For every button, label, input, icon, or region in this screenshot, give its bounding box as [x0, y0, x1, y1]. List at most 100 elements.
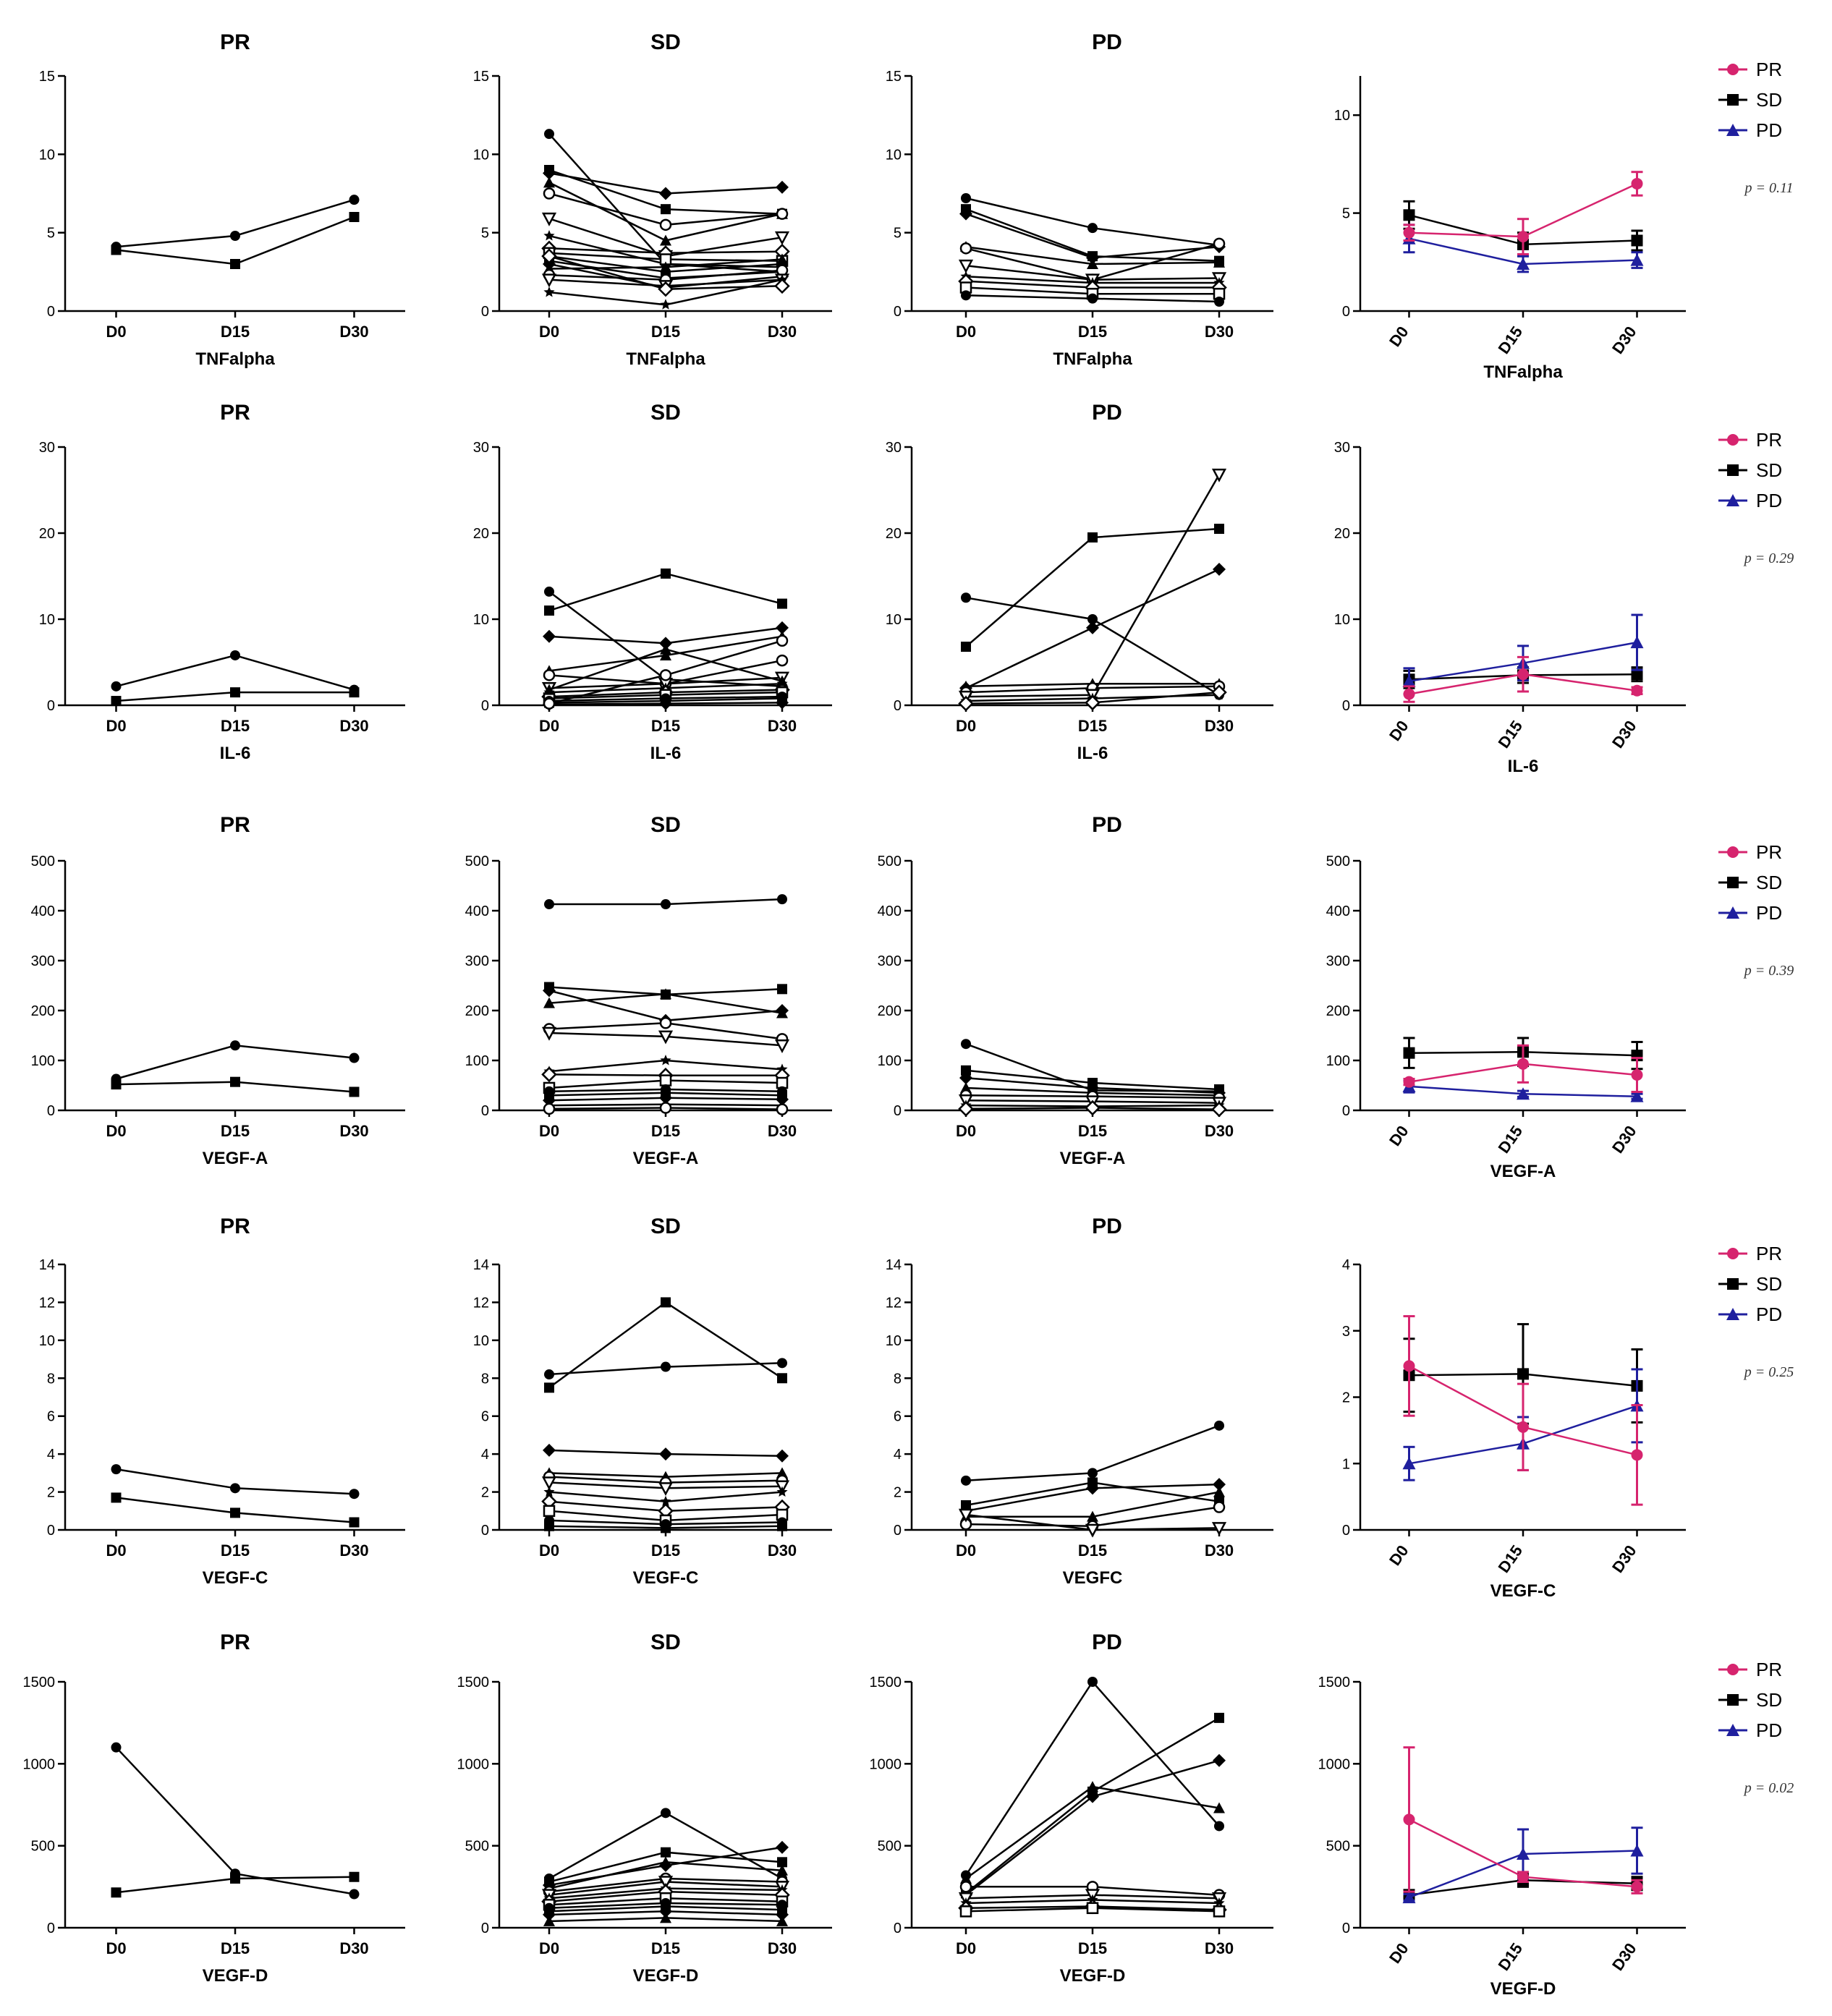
row4-sd-x-axis-label: VEGF-D: [633, 1966, 699, 1986]
row3-pr-y-tick-label: 0: [47, 1523, 55, 1539]
row2-sd-title: SD: [650, 813, 681, 837]
row3-pd-data-point: [1213, 1478, 1226, 1492]
row0-pr-data-point: [111, 244, 122, 255]
row3-pd-data-point: [1087, 1510, 1098, 1522]
row2-pr-y-tick-label: 200: [31, 1003, 55, 1019]
row0-sd-y-tick-label: 10: [473, 147, 489, 163]
row1-mean-legend-marker-pd: [1726, 494, 1739, 506]
row1-pr-x-tick-label: D30: [339, 717, 368, 735]
row0-pd-data-point: [958, 259, 974, 273]
row2-pd-data-point: [1211, 1101, 1227, 1118]
row3-sd-data-point: [661, 1361, 671, 1372]
row0-pd-y-tick-label: 15: [886, 69, 902, 85]
row2-pr-y-tick-label: 0: [47, 1103, 55, 1119]
row2-mean-x-tick-label: D30: [1608, 1123, 1640, 1157]
row4-mean-pr-mean-point: [1403, 1813, 1415, 1826]
row3-sd-data-point: [777, 1373, 787, 1384]
row0-sd-data-point: [541, 273, 557, 288]
row2-pd-data-point: [961, 1039, 971, 1050]
row0-sd-data-point: [658, 281, 674, 297]
row1-pr-x-tick-label: D15: [221, 717, 250, 735]
row4-pd-title: PD: [1092, 1630, 1122, 1654]
row0-pd-y-tick-label: 10: [886, 147, 902, 163]
row3-pd-data-point: [1087, 1468, 1098, 1479]
row0-pd-y-tick-label: 0: [894, 304, 902, 320]
row3-pr-data-point: [349, 1489, 360, 1500]
row4-pr-y-tick-label: 1000: [23, 1756, 56, 1772]
row1-sd-data-point: [544, 586, 554, 597]
row1-mean-pr-mean-point: [1517, 668, 1529, 681]
row0-sd-panel: 0 5 10 15 D0 D15 D30 TNFalpha SD: [473, 30, 832, 369]
row1-pd-data-point: [1087, 532, 1098, 543]
row0-pd-x-tick-label: D30: [1205, 323, 1234, 341]
row1-sd-data-point: [776, 621, 789, 634]
row3-pd-title: PD: [1092, 1215, 1122, 1238]
row0-pr-y-tick-label: 5: [47, 226, 55, 242]
row3-sd-data-point: [660, 1495, 671, 1507]
row4-mean-pd-mean-point: [1402, 1891, 1416, 1904]
row2-sd-data-point: [543, 997, 555, 1008]
row1-mean-y-tick-label: 20: [1334, 526, 1350, 542]
row0-mean-pr-mean-point: [1403, 226, 1415, 239]
row2-pr-x-tick-label: D0: [106, 1122, 126, 1140]
row4-pd-x-tick-label: D30: [1205, 1939, 1234, 1957]
row0-pd-x-tick-label: D0: [956, 323, 976, 341]
row2-mean-y-tick-label: 300: [1326, 953, 1350, 969]
row4-pd-data-point: [960, 1873, 972, 1884]
row2-sd-data-point: [661, 899, 671, 910]
row1-sd-data-point: [660, 643, 671, 655]
row1-mean-legend-label-sd: SD: [1756, 459, 1782, 481]
row1-pd-data-point: [1211, 684, 1227, 700]
row3-pd-panel: 0 2 4 6 8 10 12 14 D0 D15 D30 VEGFC PD: [886, 1215, 1273, 1588]
row4-pd-data-point: [1214, 1712, 1224, 1723]
row2-sd-y-tick-label: 100: [465, 1053, 489, 1069]
row0-pr-x-tick-label: D30: [339, 323, 368, 341]
row0-sd-x-tick-label: D30: [768, 323, 797, 341]
row2-sd-data-point: [659, 1091, 672, 1105]
row1-pr-y-tick-label: 0: [47, 698, 55, 714]
row3-sd-data-point: [776, 1467, 788, 1479]
row4-pr-data-point: [111, 1887, 122, 1898]
row4-pd-data-point: [1213, 1905, 1226, 1918]
row1-pd-y-tick-label: 30: [886, 440, 902, 456]
row3-sd-data-point: [541, 1476, 557, 1491]
row1-mean-pd-mean-point: [1630, 636, 1644, 649]
row0-mean-sd-mean-point: [1403, 209, 1415, 221]
row2-sd-y-tick-label: 300: [465, 953, 489, 969]
row1-pr-data-point: [230, 650, 240, 660]
row3-pd-x-tick-label: D30: [1205, 1541, 1234, 1560]
row0-sd-data-point: [543, 166, 556, 180]
row2-pd-y-tick-label: 500: [878, 854, 902, 869]
row2-mean-x-tick-label: D0: [1386, 1123, 1412, 1149]
row2-mean-pr-mean-point: [1631, 1069, 1643, 1081]
row3-mean-y-tick-label: 3: [1342, 1324, 1350, 1340]
row3-pd-data-point: [1213, 1501, 1226, 1513]
row3-pd-y-tick-label: 0: [894, 1523, 902, 1539]
row3-sd-y-tick-label: 6: [481, 1409, 489, 1425]
row4-sd-x-tick-label: D0: [539, 1939, 559, 1957]
row2-pd-x-tick-label: D30: [1205, 1122, 1234, 1140]
row2-pr-title: PR: [220, 813, 250, 837]
row1-mean-x-axis-label: IL-6: [1508, 757, 1539, 776]
row4-pd-data-point: [1087, 1677, 1098, 1687]
row1-pr-x-axis-label: IL-6: [220, 744, 251, 763]
row2-pr-data-point: [230, 1040, 240, 1051]
row4-pr-data-point: [230, 1873, 240, 1884]
row1-pd-data-point: [1213, 562, 1226, 576]
row3-sd-data-point: [658, 1482, 674, 1496]
row4-mean-x-tick-label: D30: [1608, 1940, 1640, 1974]
row3-sd-title: SD: [650, 1215, 681, 1238]
row2-mean-x-tick-label: D15: [1494, 1123, 1526, 1157]
row0-sd-data-point: [543, 286, 555, 297]
row1-pr-data-point: [111, 696, 122, 707]
row0-mean-x-tick-label: D30: [1608, 323, 1640, 357]
row2-pd-y-tick-label: 400: [878, 903, 902, 919]
row1-pd-data-point: [1214, 524, 1224, 535]
row1-pr-y-tick-label: 30: [39, 440, 55, 456]
row3-sd-data-point: [544, 1369, 554, 1380]
row1-pr-y-tick-label: 20: [39, 526, 55, 542]
row0-pd-data-point: [961, 193, 971, 203]
row1-pr-y-tick-label: 10: [39, 612, 55, 628]
row1-pd-data-point: [958, 695, 974, 712]
